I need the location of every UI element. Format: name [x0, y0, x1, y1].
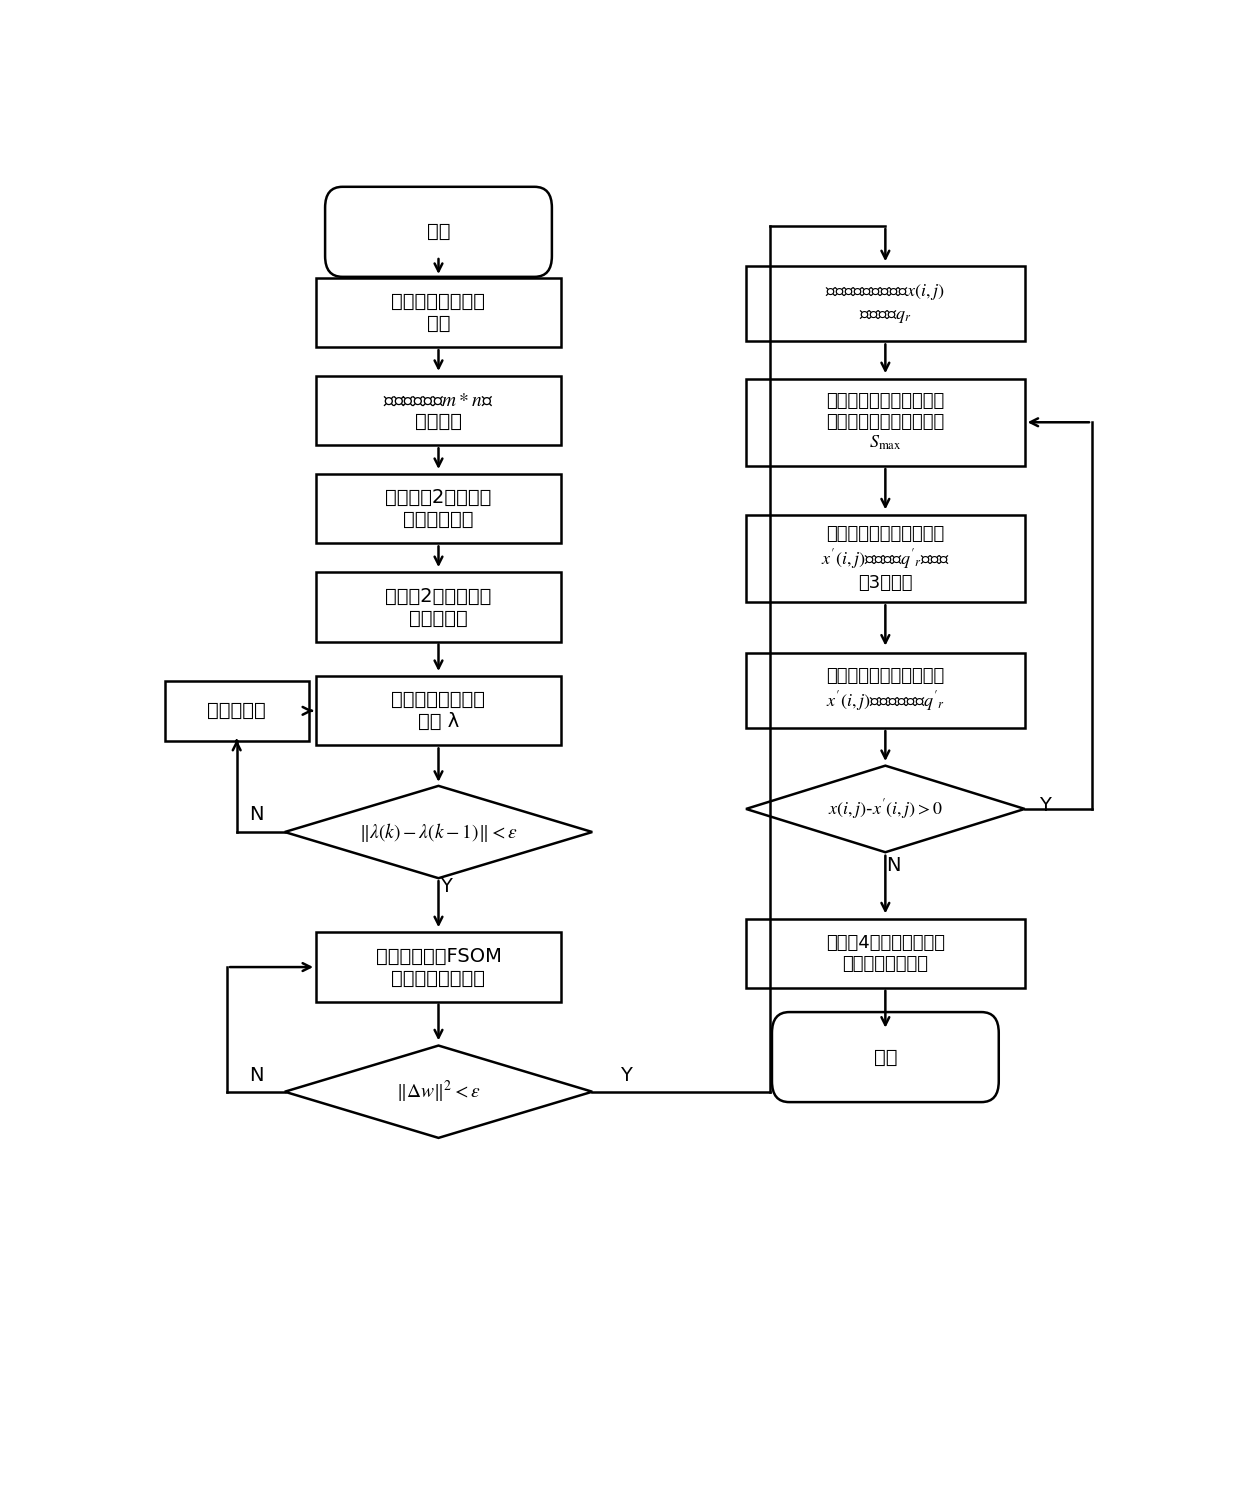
Text: 开始: 开始 — [427, 222, 450, 241]
Bar — [316, 676, 560, 745]
Text: $x(i,j)$-$x'(i,j)>0$: $x(i,j)$-$x'(i,j)>0$ — [828, 797, 942, 821]
Text: N: N — [249, 1066, 264, 1085]
Text: $\|\lambda(k)-\lambda(k-1)\|<\varepsilon$: $\|\lambda(k)-\lambda(k-1)\|<\varepsilon… — [360, 820, 518, 844]
Text: N: N — [885, 856, 900, 875]
Text: 输入缺失量测波形
数据: 输入缺失量测波形 数据 — [392, 292, 486, 333]
Bar — [746, 379, 1024, 466]
Polygon shape — [746, 766, 1024, 853]
Text: Y: Y — [1039, 796, 1052, 815]
Text: Y: Y — [440, 877, 453, 896]
Bar — [746, 919, 1024, 988]
Text: N: N — [249, 805, 264, 824]
Text: 定位缺失值所在位置$x(i,j)$
和所在层$q_r$: 定位缺失值所在位置$x(i,j)$ 和所在层$q_r$ — [826, 282, 945, 325]
Text: 基于式（2）构建量
测信号灰度图: 基于式（2）构建量 测信号灰度图 — [386, 489, 492, 529]
Text: 更新权重计算FSOM
聚类分层目标函数: 更新权重计算FSOM 聚类分层目标函数 — [376, 946, 501, 988]
Bar — [316, 376, 560, 445]
Text: 根据整体聚类效果
指标 λ: 根据整体聚类效果 指标 λ — [392, 691, 486, 732]
Bar — [316, 932, 560, 1001]
Text: 截断重构生成$m*n$的
二维数据: 截断重构生成$m*n$的 二维数据 — [383, 390, 494, 432]
Text: 寻找缺失值在同一层中周
围可用信息数目的最大值
$S_{\mathrm{max}}$: 寻找缺失值在同一层中周 围可用信息数目的最大值 $S_{\mathrm{max}… — [826, 393, 945, 453]
Polygon shape — [285, 1046, 593, 1138]
Text: 更新聚类数: 更新聚类数 — [207, 702, 267, 721]
Text: 定位同类型点的位置信息
$x'(i,j)$和所在层$q'_r$，按式
（3）修复: 定位同类型点的位置信息 $x'(i,j)$和所在层$q'_r$，按式 （3）修复 — [821, 525, 950, 592]
FancyBboxPatch shape — [325, 187, 552, 277]
Text: 按式（4）进行按层融合
并映射回波形数据: 按式（4）进行按层融合 并映射回波形数据 — [826, 934, 945, 973]
Bar — [746, 652, 1024, 727]
Polygon shape — [285, 785, 593, 878]
Bar — [316, 573, 560, 642]
Text: Y: Y — [620, 1066, 632, 1085]
Bar — [746, 516, 1024, 601]
Bar — [746, 265, 1024, 340]
Bar — [316, 277, 560, 348]
Bar — [316, 474, 560, 544]
Text: 基于表2提取二维数
据的特征值: 基于表2提取二维数 据的特征值 — [386, 586, 492, 628]
Text: 删除已修复点的位置信息
$x'(i,j)$和所在层信息$q'_r$: 删除已修复点的位置信息 $x'(i,j)$和所在层信息$q'_r$ — [826, 667, 945, 714]
FancyBboxPatch shape — [773, 1012, 998, 1102]
Text: $\|\Delta w\|^2<\varepsilon$: $\|\Delta w\|^2<\varepsilon$ — [396, 1079, 481, 1105]
Bar — [165, 681, 309, 741]
Text: 结束: 结束 — [874, 1048, 897, 1067]
